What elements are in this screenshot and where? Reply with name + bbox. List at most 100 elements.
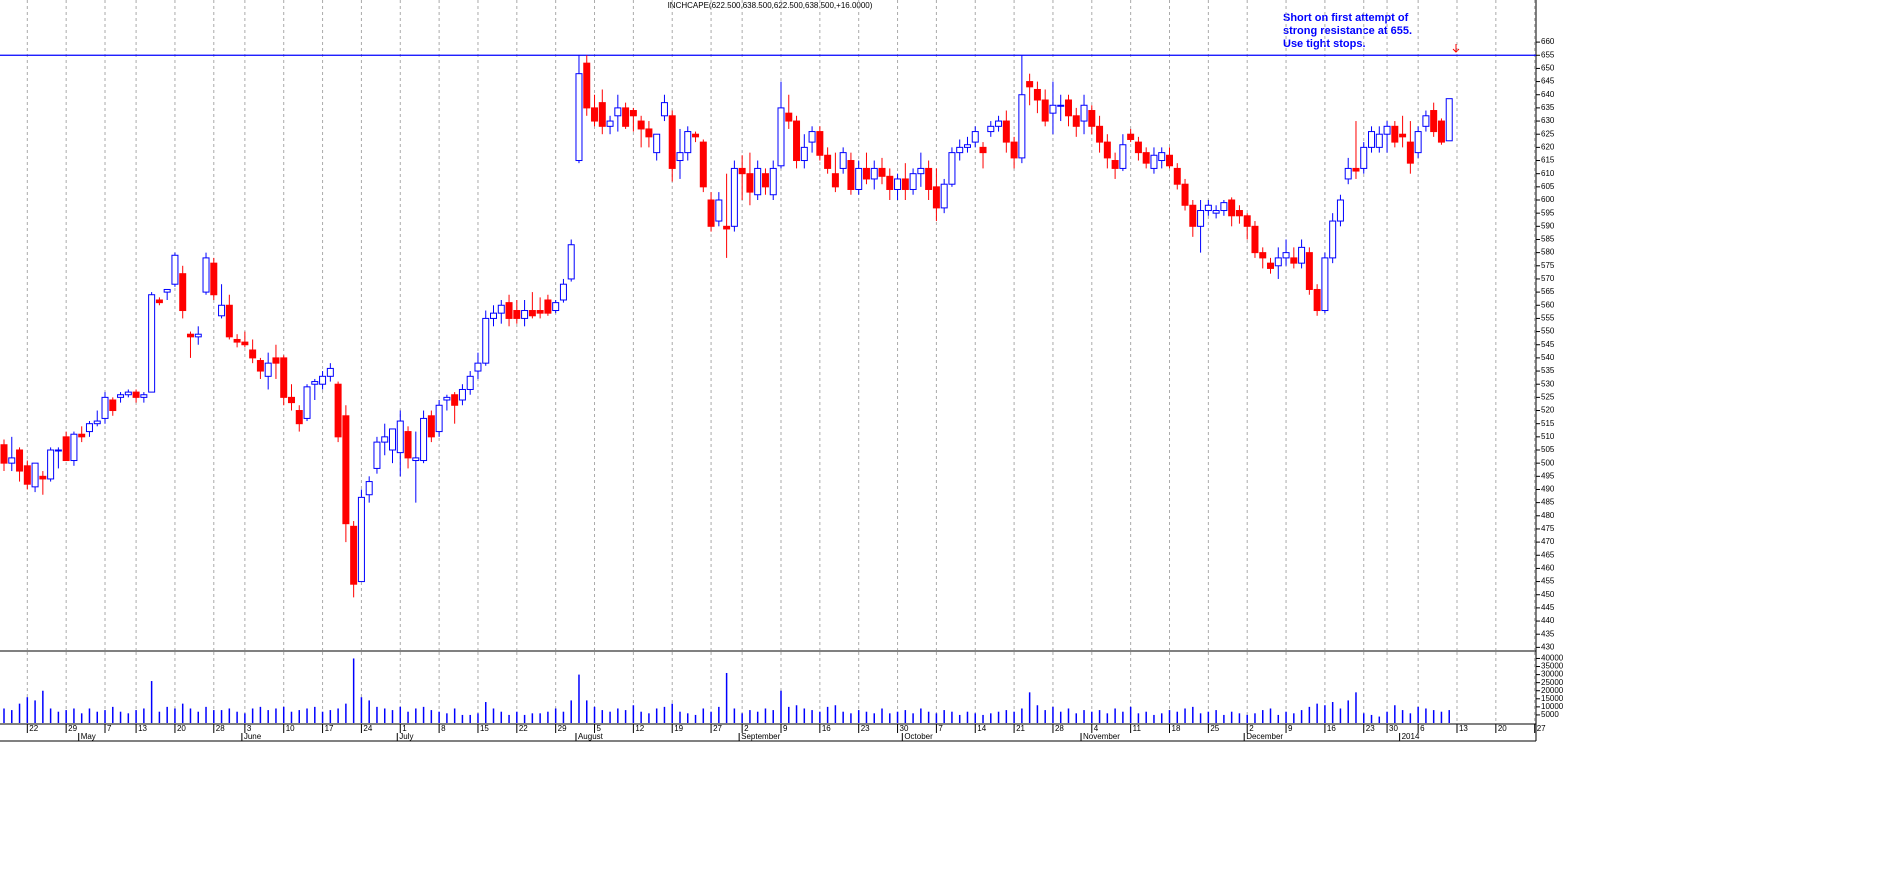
annotation: Short on first attempt of	[1283, 12, 1409, 24]
candle-body	[1298, 246, 1306, 264]
candle-body	[1088, 110, 1096, 127]
x-tick-label: 1	[402, 724, 407, 733]
candle-body	[1274, 257, 1282, 267]
y-tick-label: 25000	[1541, 678, 1564, 687]
x-tick-label: 20	[177, 724, 186, 733]
y-tick-label: 515	[1541, 419, 1555, 428]
x-tick-label: 2	[1249, 724, 1254, 733]
candle-body	[1375, 133, 1383, 148]
candle-body	[1189, 204, 1197, 227]
x-tick-label: 27	[713, 724, 722, 733]
arrow	[1452, 44, 1460, 53]
candle-body	[1072, 115, 1080, 127]
candle-body	[1033, 88, 1041, 101]
y-tick-label: 660	[1541, 37, 1555, 46]
candle-body	[901, 178, 909, 190]
candle-body	[194, 333, 202, 338]
y-tick-label: 35000	[1541, 662, 1564, 671]
x-tick-label: 29	[558, 724, 567, 733]
x-tick-label: 30	[1389, 724, 1398, 733]
y-tick-label: 480	[1541, 511, 1555, 520]
candle-body	[1267, 262, 1275, 269]
candle-body	[583, 62, 591, 109]
candle-body	[1018, 94, 1026, 159]
y-tick-label: 5000	[1541, 710, 1559, 719]
y-tick-label: 450	[1541, 590, 1555, 599]
y-tick-label: 460	[1541, 564, 1555, 573]
candle-body	[1220, 202, 1228, 212]
candle-body	[381, 436, 389, 443]
candle-body	[202, 257, 210, 293]
candle-body	[1228, 199, 1236, 217]
candle-body	[1041, 99, 1049, 122]
x-tick-label: 4	[1094, 724, 1099, 733]
candle-body	[528, 310, 536, 317]
candle-body	[785, 112, 793, 122]
candle-body	[350, 525, 358, 585]
candle-body	[1158, 152, 1166, 162]
candle-body	[31, 462, 39, 488]
candle-body	[435, 404, 443, 433]
candle-body	[606, 120, 614, 127]
candle-body	[963, 144, 971, 148]
x-tick-label: 10	[286, 724, 295, 733]
x-tick-label: 7	[938, 724, 943, 733]
candle-body	[1197, 210, 1205, 227]
y-tick-label: 465	[1541, 550, 1555, 559]
candle-body	[218, 304, 226, 317]
x-tick-label: 28	[1055, 724, 1064, 733]
y-tick-label: 455	[1541, 577, 1555, 586]
candle-body	[171, 254, 179, 285]
candle-body	[404, 431, 412, 459]
candle-body	[295, 410, 303, 425]
candle-body	[1181, 183, 1189, 206]
candle-body	[668, 115, 676, 169]
candle-body	[256, 360, 264, 372]
annotation: strong resistance at 655.	[1283, 25, 1412, 37]
candle-body	[754, 167, 762, 196]
candle-body	[824, 154, 832, 169]
candle-body	[1173, 167, 1181, 185]
month-label: May	[81, 732, 96, 741]
y-tick-label: 640	[1541, 90, 1555, 99]
candle-body	[645, 128, 653, 138]
candle-body	[552, 302, 560, 312]
x-tick-label: 11	[1133, 724, 1142, 733]
candle-body	[614, 107, 622, 117]
candle-body	[1064, 99, 1072, 117]
y-tick-label: 30000	[1541, 670, 1564, 679]
y-tick-label: 550	[1541, 327, 1555, 336]
candle-body	[660, 102, 668, 117]
candle-body	[342, 415, 350, 525]
candle-body	[808, 131, 816, 143]
y-tick-label: 500	[1541, 458, 1555, 467]
y-tick-label: 650	[1541, 64, 1555, 73]
x-tick-label: 9	[783, 724, 788, 733]
x-tick-label: 27	[1537, 724, 1546, 733]
x-tick-label: 21	[1016, 724, 1025, 733]
candle-body	[124, 391, 132, 396]
candle-body	[653, 133, 661, 154]
candle-body	[769, 167, 777, 196]
annotation: Use tight stops.	[1283, 38, 1366, 50]
y-tick-label: 600	[1541, 195, 1555, 204]
y-tick-label: 570	[1541, 274, 1555, 283]
y-tick-label: 645	[1541, 77, 1555, 86]
candle-body	[1352, 167, 1360, 172]
candle-body	[878, 167, 886, 177]
candle-body	[925, 167, 933, 190]
candle-body	[909, 173, 917, 190]
candle-body	[598, 102, 606, 127]
candle-body	[629, 110, 637, 117]
candle-body	[567, 244, 575, 280]
candle-body	[373, 441, 381, 469]
candle-body	[692, 133, 700, 138]
candle-body	[249, 349, 257, 359]
y-tick-label: 540	[1541, 353, 1555, 362]
candle-body	[1127, 133, 1135, 140]
candle-body	[1259, 252, 1267, 259]
y-tick-label: 560	[1541, 300, 1555, 309]
candle-body	[1437, 120, 1445, 143]
candle-body	[140, 394, 148, 398]
